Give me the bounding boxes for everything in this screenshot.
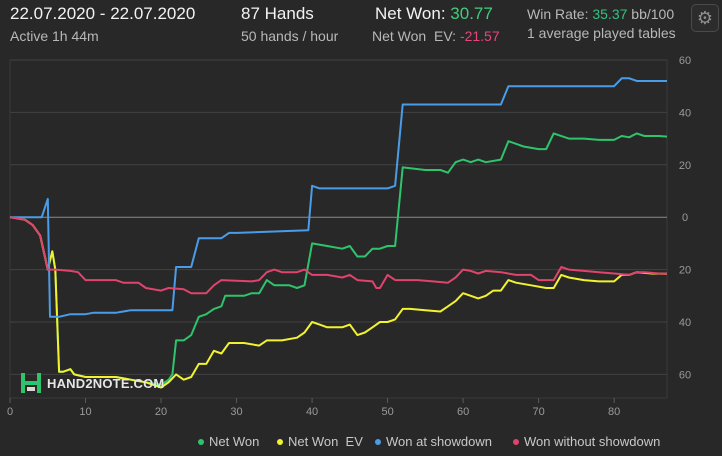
x-tick-label: 0 [7,406,13,418]
legend-label: Net Won [209,434,259,449]
legend-label: Won without showdown [524,434,660,449]
axis-labels: 60 40 20 0 20 40 60 0 10 20 30 40 50 60 70 80 [7,55,691,418]
y-tick-label: 40 [679,317,691,329]
x-tick-label: 50 [381,406,393,418]
legend-marker [375,439,381,445]
tables-info: 1 average played tables [527,25,676,41]
net-won-ev: Net Won EV: -21.57 [372,28,500,44]
chart-lines [9,77,668,389]
y-tick-label: 60 [679,55,691,67]
series-line-net-won [9,132,668,386]
y-tick-label: 0 [682,212,688,224]
date-range: 22.07.2020 - 22.07.2020 [10,4,196,23]
win-rate-unit: bb/100 [631,6,675,22]
win-rate-value: 35.37 [592,6,628,22]
settings-button[interactable]: ⚙ [691,4,719,32]
series-line-won-at-showdown [10,77,667,318]
active-time: Active 1h 44m [10,28,99,44]
x-tick-label: 80 [608,406,620,418]
plot-frame [9,59,668,399]
net-won-label: Net Won: [375,4,446,23]
y-tick-label: 20 [679,265,691,277]
y-tick-label: 60 [679,369,691,381]
x-tick-label: 10 [79,406,91,418]
watermark: HAND2NOTE.COM [20,372,164,394]
chart-legend: Net Won Net Won EV Won at showdown Won with… [198,434,660,449]
net-won-ev-label: Net Won EV: [372,28,457,44]
y-tick-label: 20 [679,160,691,172]
hand2note-logo-icon [21,373,41,393]
hands-count: 87 Hands [241,4,314,23]
x-tick-label: 40 [306,406,318,418]
series-line-won-without-showdown [9,216,668,295]
legend-label: Won at showdown [386,434,492,449]
legend-marker [277,439,283,445]
x-tick-label: 20 [155,406,167,418]
win-rate: Win Rate: 35.37 bb/100 [527,6,674,22]
net-won: Net Won: 30.77 [375,4,493,24]
y-tick-label: 40 [679,107,691,119]
watermark-text: HAND2NOTE.COM [47,375,165,391]
series-line-net-won-ev [9,216,668,389]
legend-label: Net Won EV [288,434,363,449]
win-rate-label: Win Rate: [527,6,589,22]
gear-icon: ⚙ [696,7,714,28]
net-won-value: 30.77 [450,4,493,23]
chart-grid [9,59,668,403]
legend-marker [198,439,204,445]
net-won-ev-value: -21.57 [459,28,500,44]
legend-marker [513,439,519,445]
x-tick-label: 60 [457,406,469,418]
x-tick-label: 30 [230,406,242,418]
hands-rate: 50 hands / hour [241,28,339,44]
x-tick-label: 70 [532,406,544,418]
